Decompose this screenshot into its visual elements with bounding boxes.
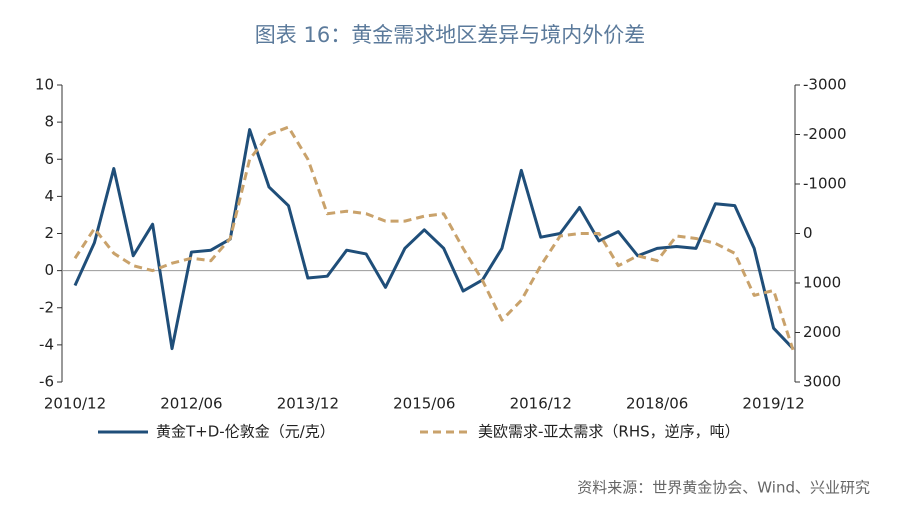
y2-tick-label: -3000 (803, 76, 847, 94)
chart-title: 图表 16：黄金需求地区差异与境内外价差 (255, 23, 645, 47)
series-line (73, 128, 795, 351)
y-tick-label: 8 (44, 113, 54, 131)
y-tick-label: 4 (44, 187, 54, 205)
legend-label: 黄金T+D-伦敦金（元/克） (156, 423, 335, 441)
y2-tick-label: 1000 (803, 274, 841, 292)
y-tick-label: 2 (44, 224, 54, 242)
x-tick-label: 2018/06 (626, 395, 688, 413)
y2-tick-label: 0 (803, 224, 813, 242)
y-tick-label: -6 (39, 373, 54, 391)
x-tick-label: 2012/06 (160, 395, 222, 413)
x-tick-label: 2019/12 (742, 395, 804, 413)
y2-tick-label: 2000 (803, 323, 841, 341)
x-tick-label: 2013/12 (277, 395, 339, 413)
y-tick-label: 0 (44, 261, 54, 279)
series-line (73, 125, 795, 351)
y2-tick-label: 3000 (803, 373, 841, 391)
y-tick-label: 10 (35, 76, 54, 94)
y-tick-label: -2 (39, 298, 54, 316)
y-tick-label: 6 (44, 150, 54, 168)
y-tick-label: -4 (39, 335, 54, 353)
x-tick-label: 2016/12 (510, 395, 572, 413)
source-note: 资料来源：世界黄金协会、Wind、兴业研究 (577, 479, 870, 497)
y2-tick-label: -1000 (803, 175, 847, 193)
y2-tick-label: -2000 (803, 125, 847, 143)
x-tick-label: 2010/12 (44, 395, 106, 413)
legend-label: 美欧需求-亚太需求（RHS，逆序，吨） (478, 423, 740, 441)
x-tick-label: 2015/06 (393, 395, 455, 413)
